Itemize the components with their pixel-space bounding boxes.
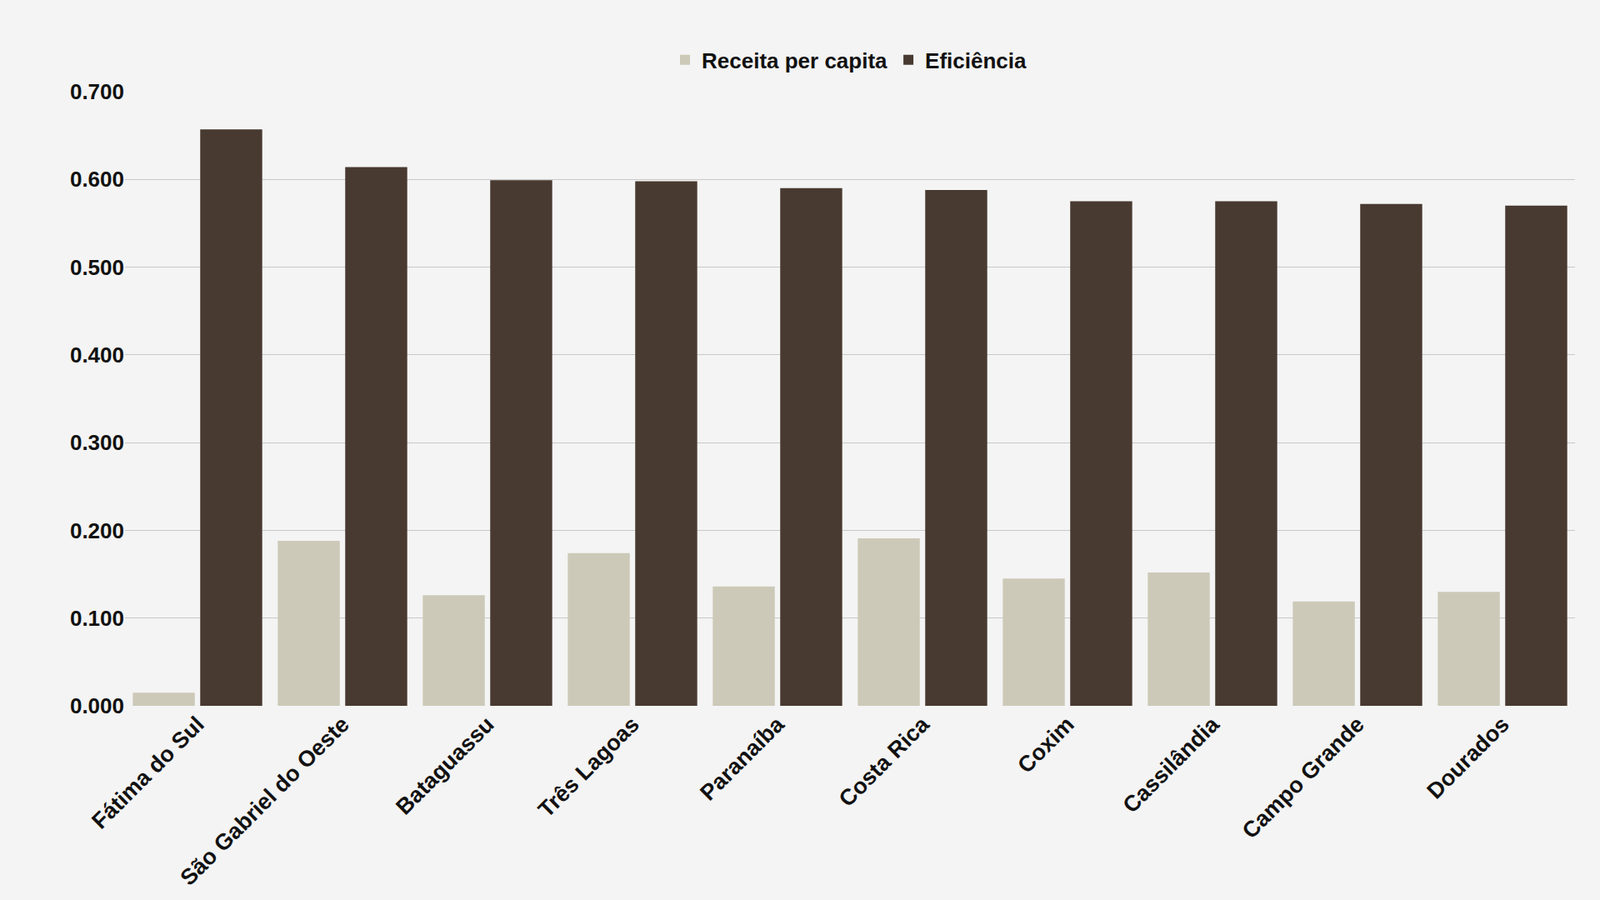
svg-text:0.000: 0.000 bbox=[70, 693, 125, 719]
svg-text:Eficiência: Eficiência bbox=[925, 48, 1027, 74]
svg-text:São Gabriel do Oeste: São Gabriel do Oeste bbox=[175, 711, 354, 890]
svg-text:Paranaíba: Paranaíba bbox=[695, 710, 790, 805]
svg-text:Cassilândia: Cassilândia bbox=[1117, 710, 1225, 818]
svg-text:0.600: 0.600 bbox=[70, 166, 125, 192]
svg-text:0.100: 0.100 bbox=[70, 605, 125, 631]
svg-text:Dourados: Dourados bbox=[1421, 711, 1514, 804]
svg-text:0.200: 0.200 bbox=[70, 518, 125, 544]
svg-text:Coxim: Coxim bbox=[1012, 711, 1080, 779]
svg-text:Campo Grande: Campo Grande bbox=[1237, 711, 1370, 844]
svg-text:0.700: 0.700 bbox=[70, 79, 125, 105]
svg-text:Três Lagoas: Três Lagoas bbox=[533, 711, 645, 823]
svg-text:Receita per capita: Receita per capita bbox=[701, 48, 888, 74]
svg-text:0.300: 0.300 bbox=[70, 430, 125, 455]
svg-text:0.500: 0.500 bbox=[70, 255, 125, 280]
svg-text:Costa Rica: Costa Rica bbox=[834, 710, 935, 812]
svg-text:0.400: 0.400 bbox=[70, 342, 125, 368]
svg-text:Bataguassu: Bataguassu bbox=[390, 711, 499, 820]
svg-text:Fátima do Sul: Fátima do Sul bbox=[86, 711, 209, 834]
